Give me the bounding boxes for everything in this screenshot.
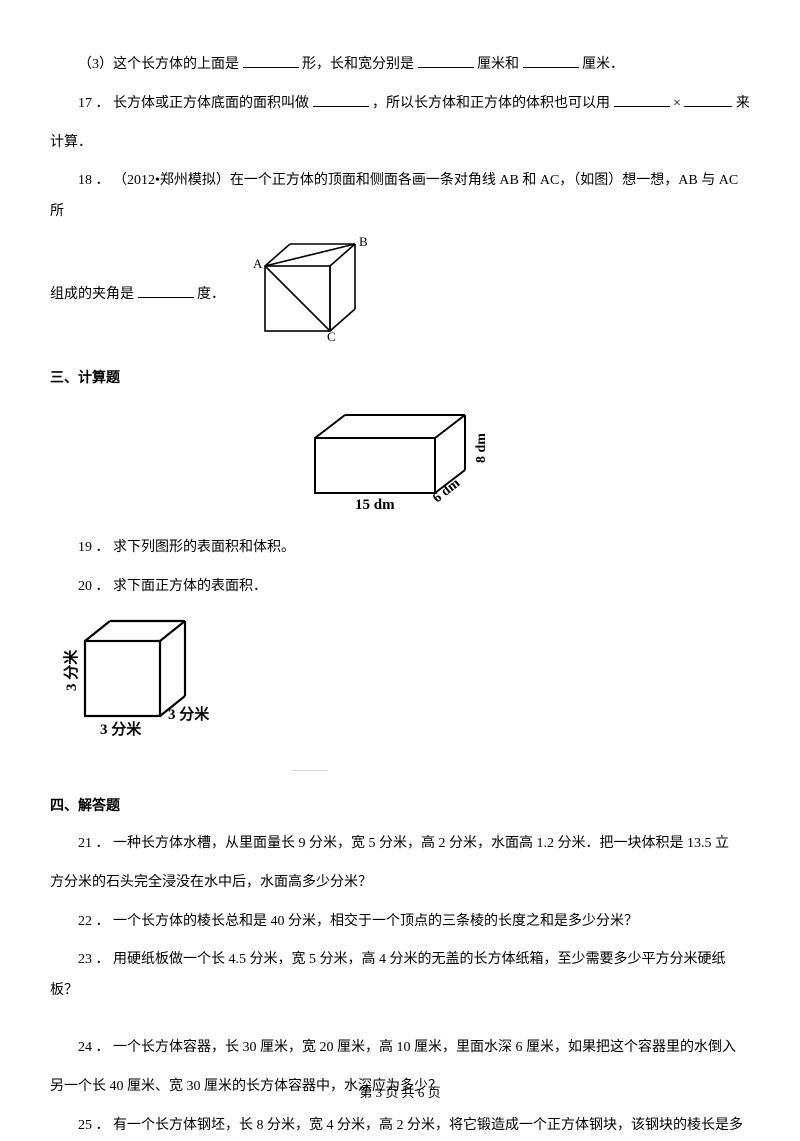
cube-diagram-q20: 3 分米 3 分米 3 分米 <box>50 611 750 754</box>
q23: 23 ． 用硬纸板做一个长 4.5 分米，宽 5 分米，高 4 分米的无盖的长方… <box>50 945 750 1007</box>
q23-num: 23 ． <box>78 952 110 967</box>
q16-3-t3: 厘米和 <box>477 57 519 72</box>
q25: 25 ． 有一个长方体钢坯，长 8 分米，宽 4 分米，高 2 分米，将它锻造成… <box>50 1111 750 1141</box>
blank[interactable] <box>684 93 732 107</box>
q18-line2: 组成的夹角是 度． A B C <box>50 236 750 354</box>
dim-length: 15 dm <box>355 497 395 513</box>
label-C: C <box>327 329 336 341</box>
blank[interactable] <box>313 93 369 107</box>
blank[interactable] <box>138 284 194 298</box>
q18-t2a: 组成的夹角是 <box>50 287 134 302</box>
q16-3: （3）这个长方体的上面是 形，长和宽分别是 厘米和 厘米． <box>50 50 750 81</box>
q21-l2: 方分米的石头完全浸没在水中后，水面高多少分米？ <box>50 868 750 899</box>
q22-text: 一个长方体的棱长总和是 40 分米，相交于一个顶点的三条棱的长度之和是多少分米？ <box>113 914 638 929</box>
q17-t3: 来 <box>736 96 750 111</box>
cuboid-diagram-q19: 15 dm 6 dm 8 dm <box>50 403 750 526</box>
q17-num: 17 ． <box>78 96 110 111</box>
label-A: A <box>253 256 263 271</box>
q16-3-t1: （3）这个长方体的上面是 <box>78 57 239 72</box>
q22-num: 22 ． <box>78 914 110 929</box>
page-footer: 第 3 页 共 6 页 <box>0 1079 800 1108</box>
q21-l1: 一种长方体水槽，从里面量长 9 分米，宽 5 分米，高 2 分米，水面高 1.2… <box>113 836 729 851</box>
section-4-head: 四、解答题 <box>50 792 750 823</box>
faint-mark: ——— <box>230 756 390 782</box>
q24-num: 24 ． <box>78 1040 110 1055</box>
label-B: B <box>359 236 368 249</box>
q17-t2: ，所以长方体和正方体的体积也可以用 <box>372 96 610 111</box>
q16-3-t2: 形，长和宽分别是 <box>302 57 414 72</box>
section-3-head: 三、计算题 <box>50 364 750 395</box>
blank[interactable] <box>243 54 299 68</box>
q16-3-t4: 厘米． <box>582 57 624 72</box>
dim-height: 8 dm <box>474 432 489 462</box>
q19-text: 求下列图形的表面积和体积。 <box>113 540 295 555</box>
q17-t1: 长方体或正方体底面的面积叫做 <box>113 96 309 111</box>
q24: 24 ． 一个长方体容器，长 30 厘米，宽 20 厘米，高 10 厘米，里面水… <box>50 1033 750 1064</box>
blank[interactable] <box>418 54 474 68</box>
q23-text: 用硬纸板做一个长 4.5 分米，宽 5 分米，高 4 分米的无盖的长方体纸箱，至… <box>50 952 726 998</box>
dim-r: 3 分米 <box>168 705 210 723</box>
q18-num: 18 ． <box>78 173 110 188</box>
q25-num: 25 ． <box>78 1118 110 1133</box>
q25-text: 有一个长方体钢坯，长 8 分米，宽 4 分米，高 2 分米，将它锻造成一个正方体… <box>113 1118 743 1133</box>
q21: 21 ． 一种长方体水槽，从里面量长 9 分米，宽 5 分米，高 2 分米，水面… <box>50 829 750 860</box>
blank[interactable] <box>614 93 670 107</box>
q20: 20 ． 求下面正方体的表面积． <box>50 572 750 603</box>
dim-b: 3 分米 <box>100 720 142 738</box>
blank[interactable] <box>523 54 579 68</box>
q21-num: 21 ． <box>78 836 110 851</box>
q24-l1: 一个长方体容器，长 30 厘米，宽 20 厘米，高 10 厘米，里面水深 6 厘… <box>113 1040 736 1055</box>
q17: 17 ． 长方体或正方体底面的面积叫做 ，所以长方体和正方体的体积也可以用 × … <box>50 89 750 120</box>
q18-t2b: 度． <box>197 287 225 302</box>
cube-diagram-q18: A B C <box>235 236 385 354</box>
q20-text: 求下面正方体的表面积． <box>113 579 267 594</box>
q22: 22 ． 一个长方体的棱长总和是 40 分米，相交于一个顶点的三条棱的长度之和是… <box>50 907 750 938</box>
q18-t1: （2012•郑州模拟）在一个正方体的顶面和侧面各画一条对角线 AB 和 AC，（… <box>50 173 738 219</box>
q18-line1: 18 ． （2012•郑州模拟）在一个正方体的顶面和侧面各画一条对角线 AB 和… <box>50 166 750 228</box>
q17-line2: 计算． <box>50 128 750 159</box>
q17-times: × <box>673 96 681 111</box>
q19-num: 19 ． <box>78 540 110 555</box>
q19: 19 ． 求下列图形的表面积和体积。 <box>50 533 750 564</box>
q20-num: 20 ． <box>78 579 110 594</box>
dim-v: 3 分米 <box>62 649 80 691</box>
